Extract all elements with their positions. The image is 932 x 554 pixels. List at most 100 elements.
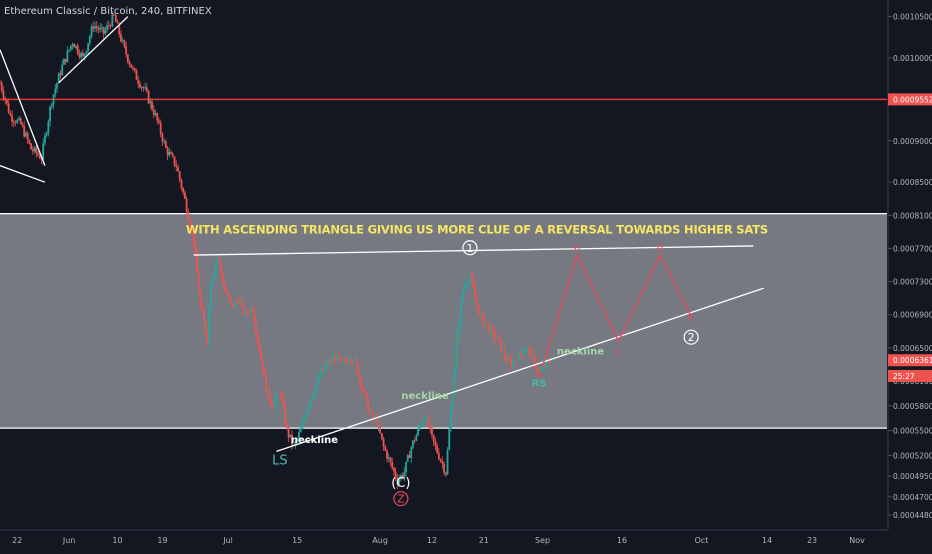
candle	[489, 324, 492, 338]
candle-body	[121, 40, 124, 42]
y-tick-label: 0.0008500	[893, 178, 932, 187]
candle-body	[270, 400, 273, 406]
candle-body	[47, 121, 50, 133]
candle-body	[353, 358, 356, 364]
candle-body	[57, 73, 60, 84]
candle	[234, 298, 236, 307]
candle-body	[348, 359, 350, 363]
candle-body	[189, 220, 191, 228]
candle	[289, 434, 292, 439]
candle-body	[380, 433, 383, 439]
candle	[484, 324, 487, 329]
candle-body	[289, 434, 292, 438]
candle-body	[436, 445, 439, 453]
candle-body	[54, 88, 57, 95]
x-tick-label: Oct	[695, 536, 709, 545]
candle-body	[78, 53, 81, 58]
candle-body	[285, 423, 288, 428]
candle	[265, 374, 267, 396]
candle	[221, 270, 224, 287]
candle	[418, 422, 421, 431]
candle	[120, 30, 122, 43]
candle	[519, 351, 521, 358]
candle	[322, 368, 325, 372]
candle-body	[11, 115, 13, 122]
candle	[308, 403, 311, 411]
candle	[526, 346, 528, 355]
candle	[377, 421, 380, 432]
candle-body	[405, 461, 407, 473]
candle-body	[182, 188, 185, 193]
candle-body	[498, 336, 501, 340]
candle	[344, 356, 347, 365]
candle-body	[524, 349, 527, 353]
candle	[261, 359, 264, 376]
candle-body	[99, 27, 102, 30]
candle	[287, 426, 290, 443]
x-tick-label: 23	[807, 536, 817, 545]
candle-body	[249, 307, 252, 314]
candle	[403, 467, 406, 482]
candle-body	[152, 109, 155, 116]
candle	[349, 358, 352, 367]
candle	[183, 189, 186, 200]
candle	[462, 289, 464, 303]
candle-body	[42, 143, 45, 160]
candle	[501, 345, 504, 356]
candle-body	[505, 357, 508, 361]
candle-body	[534, 356, 537, 368]
candle-body	[25, 132, 27, 137]
candle	[228, 294, 231, 303]
candle	[189, 218, 191, 230]
candle-body	[151, 101, 153, 110]
candle-body	[384, 446, 387, 451]
x-tick-label: 22	[12, 536, 22, 545]
candle	[75, 45, 77, 50]
candle	[57, 72, 60, 84]
candle	[513, 361, 516, 365]
x-tick-label: Jun	[62, 536, 76, 545]
candle-body	[412, 440, 414, 448]
candle-body	[330, 359, 333, 362]
candle	[111, 11, 114, 28]
candle	[78, 49, 81, 60]
candle-body	[170, 152, 172, 154]
candle	[244, 307, 247, 318]
candle	[83, 53, 86, 61]
candle-body	[31, 149, 34, 152]
candle-body	[254, 320, 257, 332]
candle-body	[391, 461, 394, 468]
candle-body	[94, 26, 96, 29]
candle	[429, 424, 432, 434]
candle	[325, 359, 328, 372]
wave-letter-label: e	[688, 312, 694, 323]
candle	[216, 254, 219, 269]
candle-body	[68, 49, 71, 51]
candle	[266, 388, 269, 394]
y-tick-label: 0.0004700	[893, 493, 932, 502]
candle	[180, 178, 183, 191]
candle-body	[125, 46, 128, 55]
candle	[277, 388, 280, 394]
candle-body	[520, 354, 523, 356]
candle-body	[479, 312, 482, 315]
candle-body	[118, 23, 121, 35]
candle-body	[493, 329, 496, 338]
candle	[531, 349, 534, 358]
candle	[284, 401, 286, 425]
candle-body	[444, 472, 447, 475]
candle-body	[548, 359, 551, 362]
candle-body	[470, 273, 473, 278]
candle-body	[451, 393, 454, 409]
candle	[121, 37, 124, 44]
candle-body	[90, 26, 93, 37]
candle-body	[244, 310, 247, 314]
candle	[21, 121, 24, 128]
candle-body	[513, 361, 516, 363]
x-tick-label: Jul	[222, 536, 233, 545]
candle-body	[85, 50, 88, 54]
candle	[298, 427, 300, 443]
candle-body	[275, 393, 278, 402]
candle-body	[4, 97, 7, 101]
